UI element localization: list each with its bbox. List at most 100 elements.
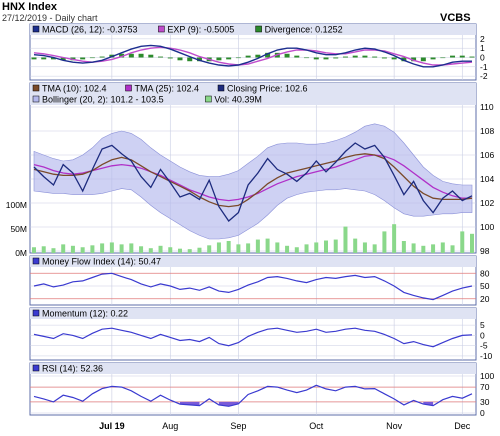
volume-bar bbox=[431, 244, 436, 253]
legend-swatch bbox=[158, 25, 165, 33]
volume-bar bbox=[236, 244, 241, 253]
volume-bar bbox=[197, 247, 202, 253]
legend-swatch bbox=[255, 25, 262, 33]
volume-bar bbox=[353, 238, 358, 253]
x-tick-label: Nov bbox=[386, 421, 403, 431]
y-tick-label: -10 bbox=[480, 351, 493, 361]
volume-bar bbox=[362, 242, 367, 253]
y-tick-label: 30 bbox=[480, 397, 490, 407]
volume-bar bbox=[392, 224, 397, 253]
volume-ticks: 100M 50M 0M bbox=[6, 200, 27, 258]
volume-bar bbox=[255, 239, 260, 253]
volume-bar bbox=[411, 243, 416, 253]
legend-entry: EXP (9): -0.5005 bbox=[167, 25, 234, 35]
legend-entry: Closing Price: 102.6 bbox=[227, 84, 308, 94]
y-tick-label: 106 bbox=[480, 150, 494, 160]
volume-bar bbox=[139, 246, 144, 253]
divergence-bar bbox=[294, 55, 300, 58]
legend-entry: Money Flow Index (14): 50.47 bbox=[42, 257, 161, 267]
volume-bar bbox=[343, 226, 348, 253]
volume-bar bbox=[32, 247, 36, 253]
volume-bar bbox=[246, 243, 251, 253]
volume-bar bbox=[158, 245, 163, 253]
momentum-legend-bar bbox=[30, 308, 476, 319]
divergence-bar bbox=[372, 56, 378, 58]
y-tick-label: 0 bbox=[480, 408, 485, 418]
divergence-bar bbox=[187, 57, 193, 62]
volume-bar bbox=[460, 231, 465, 253]
volume-bar bbox=[440, 242, 445, 253]
divergence-bar bbox=[255, 54, 261, 58]
legend-entry: Momentum (12): 0.22 bbox=[42, 309, 128, 319]
y-tick-label: -2 bbox=[480, 71, 488, 81]
volume-bar bbox=[314, 242, 319, 253]
volume-bar bbox=[421, 245, 426, 253]
y-tick-label: 80 bbox=[480, 268, 490, 278]
volume-bar bbox=[450, 245, 455, 253]
divergence-bar bbox=[469, 56, 475, 58]
y-tick-label: 100 bbox=[480, 222, 494, 232]
volume-bar bbox=[207, 245, 212, 253]
volume-bar bbox=[226, 241, 231, 253]
divergence-bar bbox=[459, 55, 465, 58]
volume-bar bbox=[90, 245, 95, 253]
volume-bar bbox=[178, 248, 182, 253]
y-tick-label: 1 bbox=[480, 43, 485, 53]
momentum-y-ticks: 50-5-10 bbox=[480, 320, 493, 361]
legend-entry: MACD (26, 12): -0.3753 bbox=[42, 25, 138, 35]
brand-label: VCBS bbox=[440, 12, 471, 24]
volume-bars bbox=[32, 224, 474, 253]
divergence-bar bbox=[80, 57, 86, 60]
volume-bar bbox=[109, 242, 114, 253]
y-tick-label: 20 bbox=[480, 294, 490, 304]
divergence-bar bbox=[158, 56, 164, 58]
legend-entry: Bollinger (20, 2): 101.2 - 103.5 bbox=[42, 95, 164, 105]
legend-swatch bbox=[205, 95, 212, 103]
oversold-area bbox=[180, 401, 434, 407]
volume-bar bbox=[324, 240, 328, 253]
divergence-bar bbox=[420, 57, 426, 62]
volume-bar bbox=[41, 246, 46, 253]
y-tick-label: 0 bbox=[480, 330, 485, 340]
divergence-bar bbox=[313, 57, 319, 60]
volume-bar bbox=[70, 245, 75, 253]
macd-y-ticks: 210-1-2 bbox=[480, 34, 488, 81]
divergence-bar bbox=[284, 53, 290, 58]
price-y-ticks: 110 108 106 104 102 100 98 bbox=[480, 102, 494, 256]
divergence-bar bbox=[226, 57, 232, 60]
divergence-bar bbox=[352, 55, 358, 58]
volume-bar bbox=[51, 248, 56, 253]
volume-bar bbox=[285, 245, 290, 253]
divergence-bar bbox=[304, 57, 310, 59]
volume-bar bbox=[333, 239, 338, 253]
volume-tick-label: 100M bbox=[6, 200, 27, 210]
divergence-bar bbox=[50, 57, 56, 60]
legend-entry: Vol: 40.39M bbox=[214, 95, 262, 105]
legend-swatch bbox=[32, 257, 40, 265]
tma10-line bbox=[33, 153, 473, 208]
y-tick-label: 100 bbox=[480, 371, 494, 381]
x-axis: Jul 19 Aug Sep Oct Nov Dec bbox=[99, 421, 471, 431]
divergence-bar bbox=[235, 57, 241, 59]
legend-swatch bbox=[32, 95, 40, 103]
volume-bar bbox=[372, 244, 377, 253]
y-tick-label: 102 bbox=[480, 198, 494, 208]
macd-legend-bar bbox=[30, 24, 476, 35]
divergence-bar bbox=[89, 57, 95, 59]
mfi-legend-bar bbox=[30, 256, 476, 267]
volume-bar bbox=[294, 247, 299, 253]
divergence-bar bbox=[31, 57, 37, 60]
legend-swatch bbox=[32, 25, 40, 33]
volume-bar bbox=[148, 248, 153, 253]
divergence-bar bbox=[245, 55, 251, 58]
divergence-bar bbox=[138, 53, 144, 58]
momentum-grid bbox=[30, 319, 476, 360]
volume-tick-label: 50M bbox=[10, 224, 27, 234]
x-tick-label: Jul 19 bbox=[99, 421, 125, 431]
exp-line bbox=[33, 46, 473, 66]
momentum-legend: Momentum (12): 0.22 bbox=[32, 309, 128, 319]
y-tick-label: 50 bbox=[480, 281, 490, 291]
legend-swatch bbox=[217, 84, 225, 92]
